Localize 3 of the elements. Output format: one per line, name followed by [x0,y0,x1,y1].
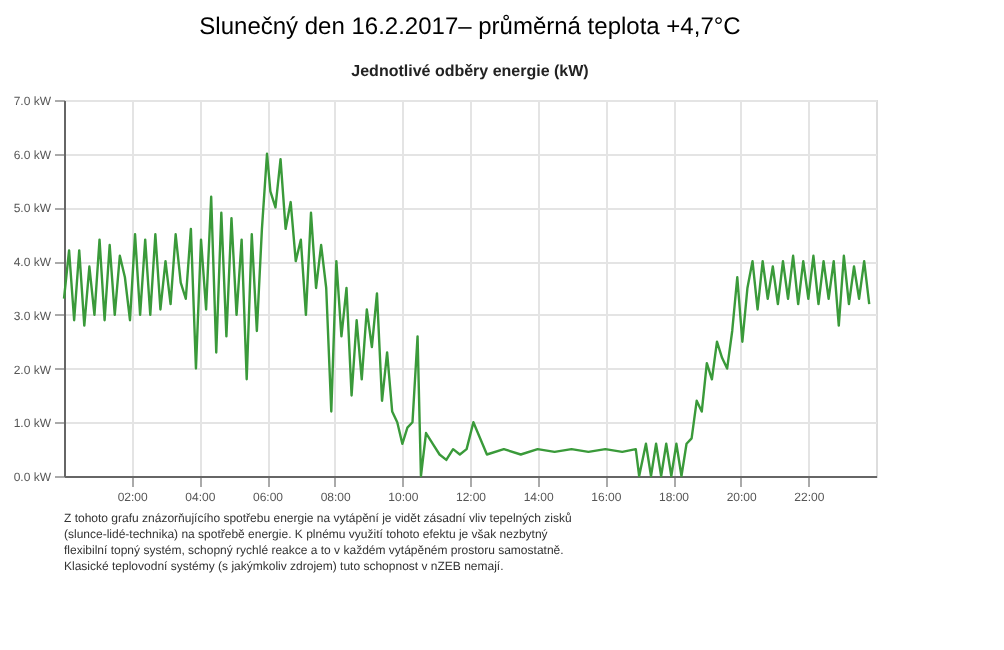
chart-title: Slunečný den 16.2.2017– průměrná teplota +4,7°C [199,12,742,40]
chart-subtitle: Jednotlivé odběry energie (kW) [351,62,590,80]
line-series [62,152,871,478]
